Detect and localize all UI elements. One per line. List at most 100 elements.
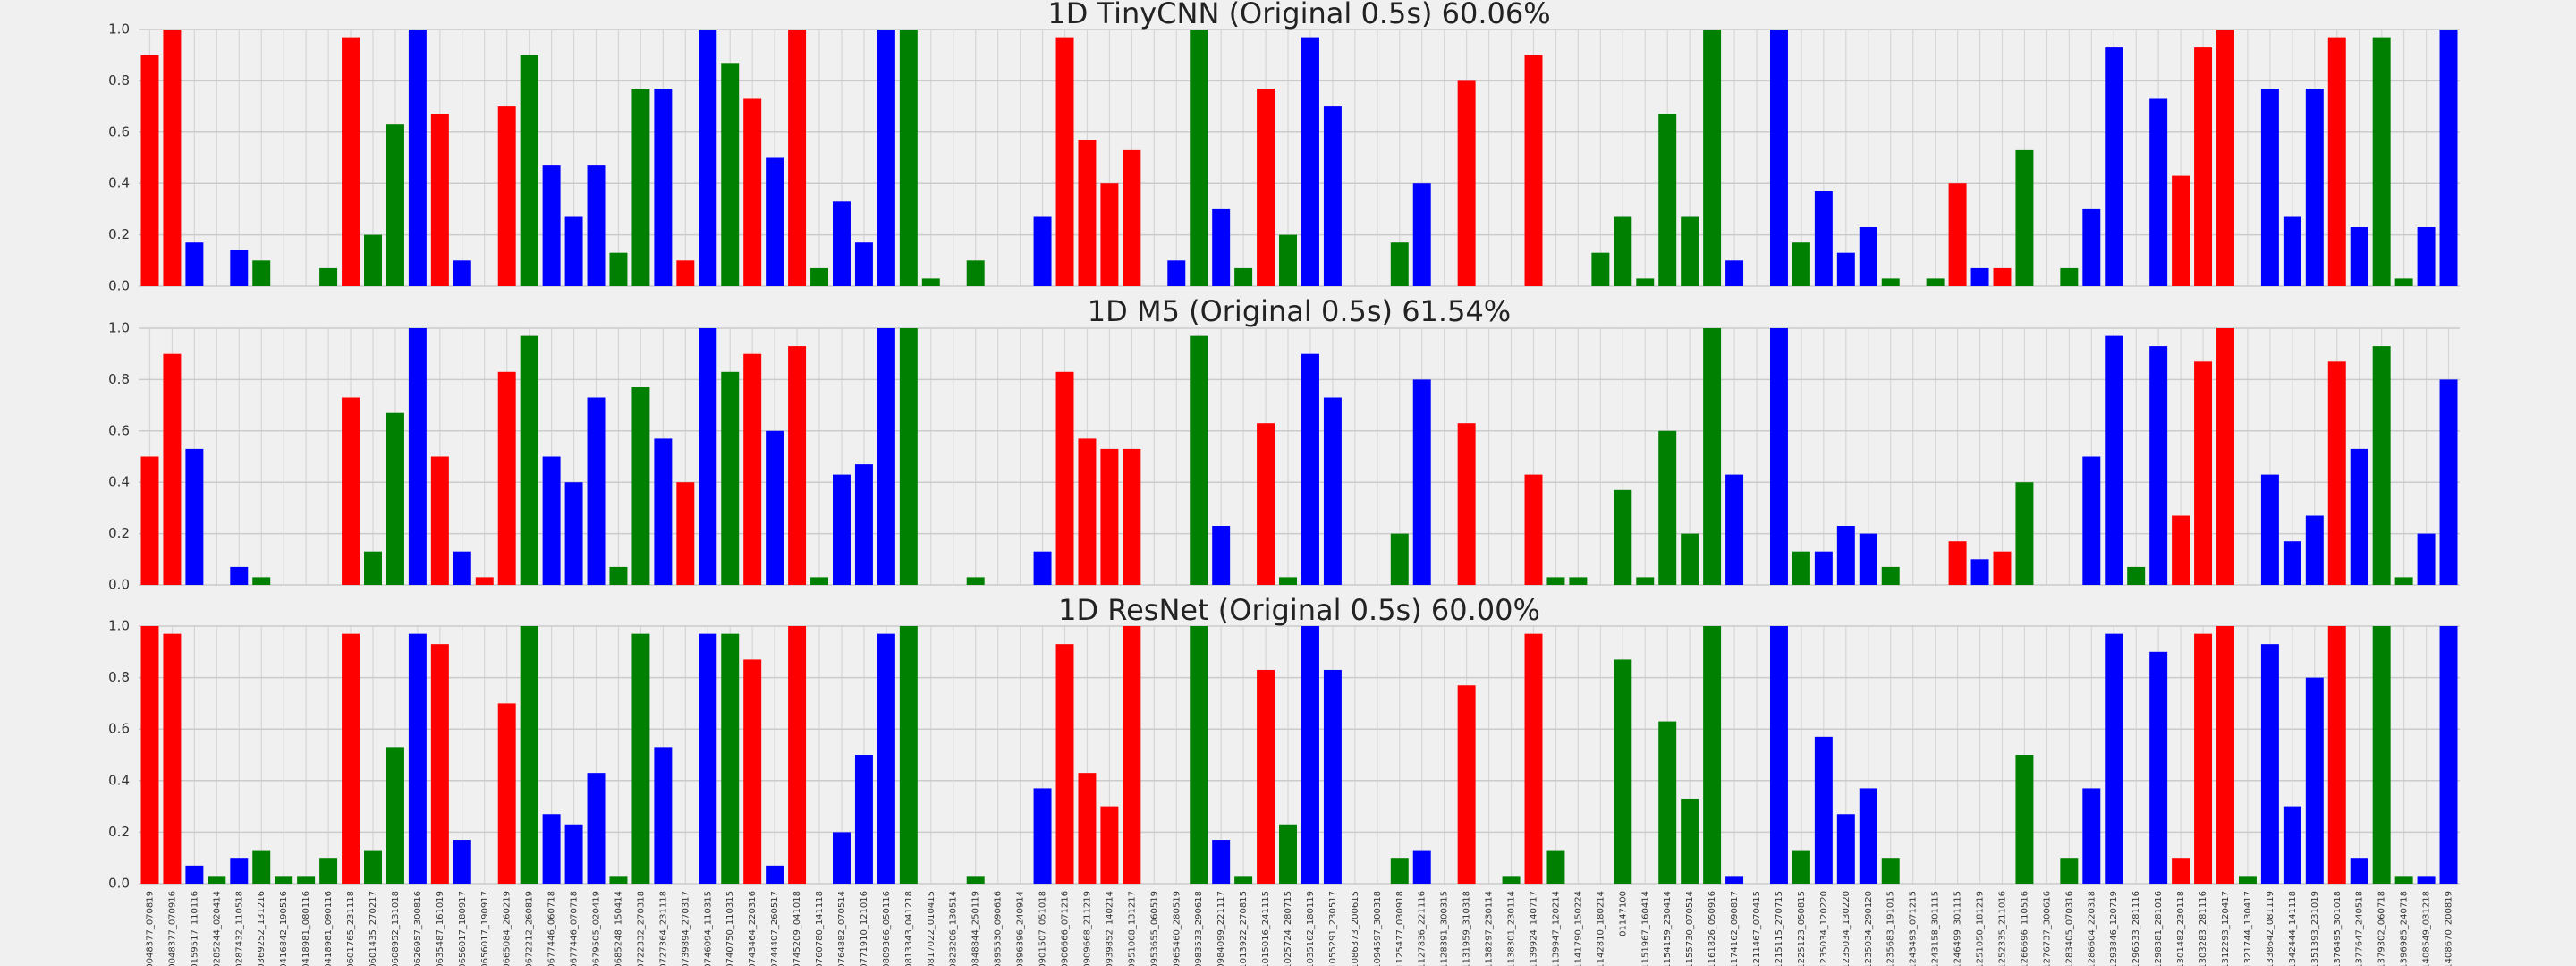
x-tick-label: 01139924_140717 [1529, 891, 1538, 966]
x-tick-label: 01298381_281016 [2154, 891, 2164, 966]
bar [1993, 267, 2012, 286]
bar [2305, 89, 2324, 286]
bar [2394, 278, 2413, 286]
bar [230, 566, 249, 585]
bar [699, 30, 717, 286]
x-tick-label: 01138301_230114 [1507, 891, 1517, 966]
bar [766, 865, 784, 884]
bar [1100, 448, 1119, 585]
bar [2327, 37, 2346, 287]
bar [2060, 858, 2079, 884]
bar [631, 89, 650, 286]
bar [408, 30, 427, 286]
x-tick-label: 01408670_200819 [2445, 891, 2454, 966]
bar [833, 832, 851, 884]
bar [2327, 361, 2346, 585]
bar [2105, 47, 2123, 287]
bar [966, 876, 985, 884]
bar [631, 387, 650, 585]
bar [408, 328, 427, 585]
bar [1078, 140, 1097, 286]
bar [386, 747, 404, 884]
bar [1546, 577, 1565, 585]
bar [297, 876, 316, 884]
bar [1948, 183, 1967, 286]
x-tick-label: 00679505_020419 [592, 891, 602, 966]
bar [2305, 515, 2324, 585]
bar [654, 89, 673, 286]
bar [788, 626, 807, 884]
bar [631, 633, 650, 884]
x-tick-label: 00760780_141118 [815, 891, 825, 966]
bar [1301, 37, 1319, 287]
bar [1658, 430, 1677, 585]
y-tick-label: 0.2 [108, 525, 130, 541]
x-tick-label: 00672212_260819 [525, 891, 535, 966]
bar [2172, 175, 2190, 286]
x-tick-label: 00601435_270217 [369, 891, 378, 966]
bar [2350, 448, 2368, 585]
bar [1390, 533, 1409, 585]
x-tick-label: 01154159_230414 [1663, 891, 1673, 966]
x-tick-label: 01155730_070514 [1685, 891, 1695, 966]
x-tick-label: 01342444_141118 [2288, 891, 2298, 966]
bar [2238, 876, 2257, 884]
bar [1167, 260, 1186, 286]
x-tick-label: 01151967_160414 [1640, 891, 1650, 966]
x-tick-label: 00665084_260219 [503, 891, 513, 966]
y-tick-label: 0.2 [108, 824, 130, 840]
bar [2372, 346, 2391, 585]
x-tick-label: 00743464_220316 [748, 891, 758, 966]
bar [743, 98, 762, 287]
bar [587, 165, 606, 286]
bar [2015, 149, 2034, 286]
bar [1814, 736, 1833, 884]
bar [2194, 633, 2213, 884]
x-tick-label: 01246499_301115 [1953, 891, 1963, 966]
bar [2260, 644, 2279, 884]
bar [1212, 840, 1231, 884]
x-tick-label: 01376495_301018 [2333, 891, 2343, 966]
x-tick-label: 01286604_220318 [2087, 891, 2097, 966]
bar [1412, 379, 1431, 585]
bar [2015, 755, 2034, 884]
x-tick-label: 00656017_180917 [458, 891, 468, 966]
bar [833, 201, 851, 286]
bar [564, 824, 583, 884]
bar [676, 260, 695, 286]
bar [2327, 626, 2346, 884]
x-tick-label: 00746094_110315 [703, 891, 713, 966]
bar [1412, 183, 1431, 286]
bar [475, 577, 494, 585]
bar [1279, 824, 1298, 884]
x-tick-label: 01338642_081119 [2266, 891, 2275, 966]
bar [1078, 773, 1097, 884]
bar [1814, 191, 1833, 286]
x-tick-label: 00906666_071216 [1061, 891, 1071, 966]
y-tick-label: 0.4 [108, 474, 130, 490]
x-tick-label: 01301482_230118 [2176, 891, 2186, 966]
x-tick-label: 00909668_211219 [1082, 891, 1092, 966]
y-tick-label: 0.4 [108, 175, 130, 191]
bar [1190, 335, 1208, 585]
x-tick-label: 01035162_180119 [1306, 891, 1316, 966]
bar [1970, 559, 1989, 585]
x-tick-label: 00764882_070514 [837, 891, 847, 966]
bar [520, 626, 538, 884]
x-tick-label: 00677446_060718 [547, 891, 557, 966]
x-tick-label: 01025724_280715 [1284, 891, 1293, 966]
bar [1948, 541, 1967, 585]
bar [1123, 626, 1141, 884]
x-tick-label: 01266696_110516 [2020, 891, 2029, 966]
bar [1859, 533, 1877, 585]
chart-title: 1D ResNet (Original 0.5s) 60.00% [1058, 593, 1540, 627]
x-tick-label: 00901507_051018 [1038, 891, 1048, 966]
x-tick-label: 00635487_161019 [436, 891, 445, 966]
bar [342, 397, 360, 585]
bar [1123, 149, 1141, 286]
bar [453, 551, 471, 585]
bar [364, 234, 382, 286]
bar [609, 252, 628, 286]
x-tick-label: 01351393_231019 [2310, 891, 2320, 966]
bar [2283, 806, 2301, 884]
